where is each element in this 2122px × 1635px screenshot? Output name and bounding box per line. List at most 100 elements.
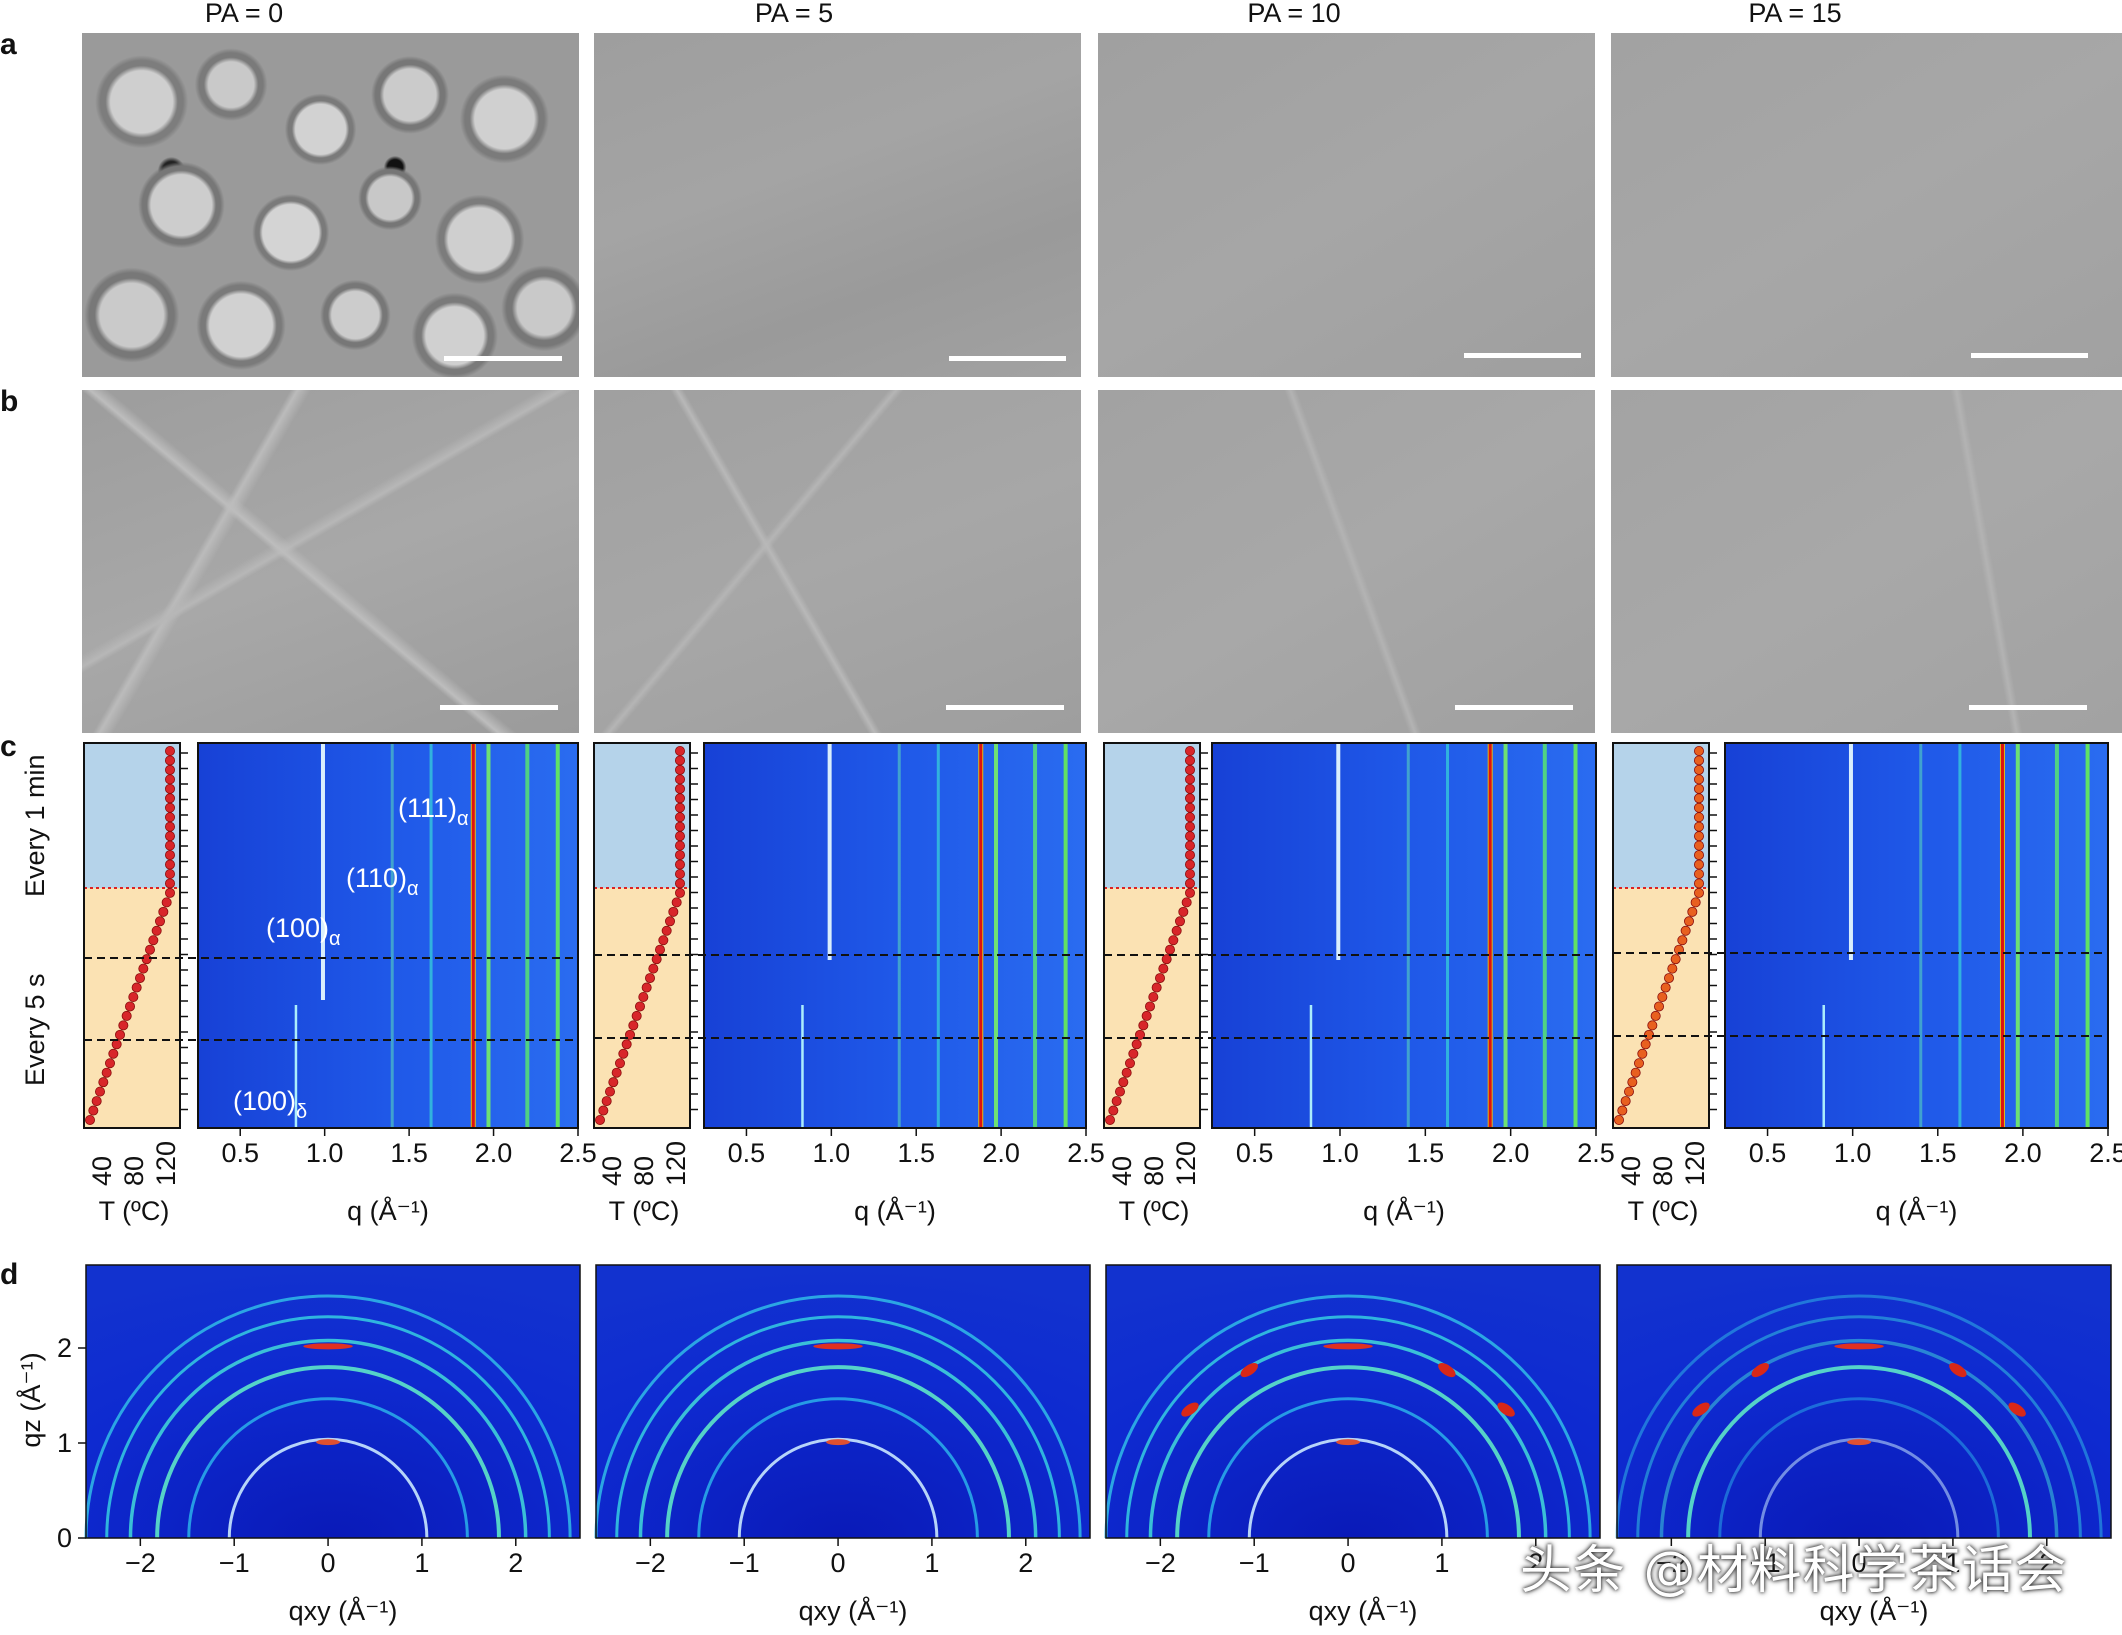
temperature-point [1131,1039,1142,1050]
diffraction-peak-line [1336,743,1341,960]
scale-bar [440,705,558,710]
temperature-point [628,1020,639,1031]
diffraction-peak-line [2015,743,2020,1128]
t-tick-label: 120 [1171,1141,1201,1186]
diffraction-spot [316,1439,340,1446]
qz-tick-label: 0 [57,1523,72,1553]
temperature-point [164,821,175,832]
temperature-point [141,954,152,965]
diffraction-peak-core [471,743,475,1128]
diffraction-peak-line [1309,1005,1313,1128]
temperature-point [164,840,175,851]
qz-tick-label: 1 [57,1428,72,1458]
qxy-axis-title: qxy (Å⁻¹) [1820,1595,1929,1626]
temperature-point [675,783,686,794]
temperature-point [1694,802,1705,813]
temperature-point [1185,802,1196,813]
q-heatmap-frame [197,742,579,1129]
q-tick-label: 0.5 [1749,1138,1787,1168]
temperature-point [1161,954,1172,965]
qxy-axis-title: qxy (Å⁻¹) [799,1595,908,1626]
sem-image-b-pa15 [1611,390,2122,733]
diffraction-peak-line [994,743,999,1128]
t-axis-title: T (ºC) [1119,1196,1190,1226]
q-tick-label: 2.0 [1492,1138,1530,1168]
diffraction-peak-line [1503,743,1508,1128]
temperature-point [608,1077,619,1088]
q-heatmap-background [1212,743,1596,1128]
temperature-point [1138,1020,1149,1031]
q-tick-label: 1.5 [897,1138,935,1168]
temperature-point [164,764,175,775]
diffraction-spot [1751,1362,1769,1378]
temperature-point [148,935,159,946]
temperature-point [1694,821,1705,832]
qxy-tick-label: −1 [729,1548,760,1578]
diffraction-ring [1636,1316,2082,1539]
diffraction-peak-line [827,743,832,960]
temperature-point [675,774,686,785]
t-tick-label: 120 [151,1141,181,1186]
qxy-tick-label: 0 [1852,1548,1867,1578]
temperature-point [85,1115,96,1126]
diffraction-ring [105,1315,551,1539]
temperature-point [1185,831,1196,842]
temperature-point [1105,1115,1116,1126]
sem-image-a-pa15 [1611,33,2122,377]
temperature-point [1694,764,1705,775]
giwaxs-frame [595,1264,1091,1539]
watermark: 头条 @材料科学茶话会 [1520,1541,2068,1601]
diffraction-ring [665,1365,1011,1539]
temperature-point [1684,916,1695,927]
temperature-point [164,746,175,757]
q-tick-label: 1.0 [306,1138,344,1168]
temperature-point [1677,935,1688,946]
temperature-point [618,1048,629,1059]
temperature-point [655,944,666,955]
diffraction-ring [187,1397,469,1539]
diffraction-spot [826,1439,850,1446]
scale-bar [1971,353,2088,358]
temperature-point [638,992,649,1003]
temperature-point [144,944,155,955]
q-tick-label: 2.0 [2004,1138,2042,1168]
temperature-point [671,897,682,908]
temperature-point [605,1086,616,1097]
temperature-point [161,897,172,908]
diffraction-ring [1207,1397,1489,1539]
giwaxs-frame [85,1264,581,1539]
diffraction-ring [697,1397,979,1539]
temperature-point [1151,982,1162,993]
column-title-pa10: PA = 10 [1247,0,1341,28]
temperature-point [1185,783,1196,794]
t-panel-fast-region [84,743,180,888]
temperature-point [1630,1067,1641,1078]
q-heatmap-background [198,743,578,1128]
diffraction-ring [638,1338,1038,1539]
qxy-tick-label: −1 [1750,1548,1781,1578]
temperature-point [1624,1086,1635,1097]
diffraction-ring [84,1294,572,1539]
temperature-point [595,1115,606,1126]
q-tick-label: 1.0 [1834,1138,1872,1168]
diffraction-spot [1692,1402,1710,1417]
diffraction-peak-core [979,743,983,1128]
temperature-point [621,1039,632,1050]
qxy-tick-label: 2 [508,1548,523,1578]
temperature-point [1128,1048,1139,1059]
t-panel-frame [83,742,181,1129]
temperature-point [1690,897,1701,908]
q-axis-title: q (Å⁻¹) [1363,1195,1445,1226]
temperature-point [675,869,686,880]
scale-bar [946,705,1064,710]
t-tick-label: 80 [1139,1156,1169,1186]
label-every-5-s: Every 5 s [20,973,50,1086]
temperature-point [1185,878,1196,889]
panel-letter-a: a [0,28,17,61]
peak-label-100-alpha-subscript: α [329,928,341,950]
t-tick-label: 80 [119,1156,149,1186]
q-heatmap-frame [1724,742,2109,1129]
temperature-point [138,963,149,974]
